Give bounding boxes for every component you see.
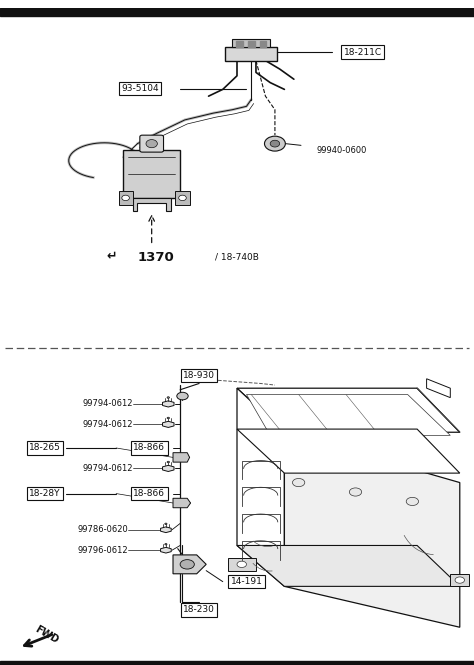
Circle shape [237,561,246,567]
Circle shape [292,479,305,487]
Circle shape [146,140,157,148]
Text: 99794-0612: 99794-0612 [82,400,133,408]
Text: / 18-740B: / 18-740B [215,253,259,262]
Text: 14-191: 14-191 [230,577,263,586]
Text: 99796-0612: 99796-0612 [77,546,128,555]
Circle shape [179,196,186,201]
Bar [0,8,474,16]
Text: FWD: FWD [33,624,60,645]
Circle shape [165,543,167,545]
Polygon shape [173,453,190,462]
Bar [0,661,474,665]
Circle shape [167,397,170,398]
Polygon shape [118,191,133,205]
Circle shape [177,392,188,400]
Text: 18-230: 18-230 [183,605,215,614]
Bar [260,41,266,47]
Text: 1370: 1370 [138,251,175,264]
Bar [236,41,243,47]
Polygon shape [284,432,460,627]
Circle shape [122,196,129,201]
Circle shape [167,417,170,419]
Circle shape [406,497,419,505]
Circle shape [349,488,362,496]
Text: ↵: ↵ [106,251,117,264]
Polygon shape [237,545,460,587]
Text: 99940-0600: 99940-0600 [316,146,366,155]
Polygon shape [237,388,460,432]
Polygon shape [246,394,450,436]
Polygon shape [173,498,191,508]
FancyBboxPatch shape [140,135,164,152]
Polygon shape [232,39,270,47]
Bar [248,41,255,47]
Circle shape [455,577,465,583]
Text: 18-265: 18-265 [29,444,61,452]
Polygon shape [173,555,206,574]
Text: 99794-0612: 99794-0612 [82,464,133,473]
Text: 93-5104: 93-5104 [121,84,159,93]
Circle shape [165,523,167,525]
Circle shape [167,462,170,463]
Polygon shape [161,547,171,553]
Circle shape [180,560,194,569]
Polygon shape [175,191,190,205]
Text: 18-211C: 18-211C [344,48,382,57]
Text: 18-28Y: 18-28Y [29,489,61,498]
Bar [228,558,256,571]
Text: 18-866: 18-866 [133,489,165,498]
Text: 18-866: 18-866 [133,444,165,452]
Polygon shape [161,527,171,533]
Polygon shape [163,465,174,471]
Text: 99794-0612: 99794-0612 [82,420,133,429]
Circle shape [264,136,285,151]
Polygon shape [133,198,171,211]
Polygon shape [237,429,460,473]
Polygon shape [123,150,180,198]
Polygon shape [163,401,174,407]
Polygon shape [237,388,284,587]
Polygon shape [225,47,277,61]
Text: 99786-0620: 99786-0620 [77,525,128,534]
Text: 18-930: 18-930 [183,371,215,380]
Polygon shape [427,379,450,398]
Bar [450,574,469,587]
Circle shape [270,140,280,147]
Polygon shape [163,422,174,428]
